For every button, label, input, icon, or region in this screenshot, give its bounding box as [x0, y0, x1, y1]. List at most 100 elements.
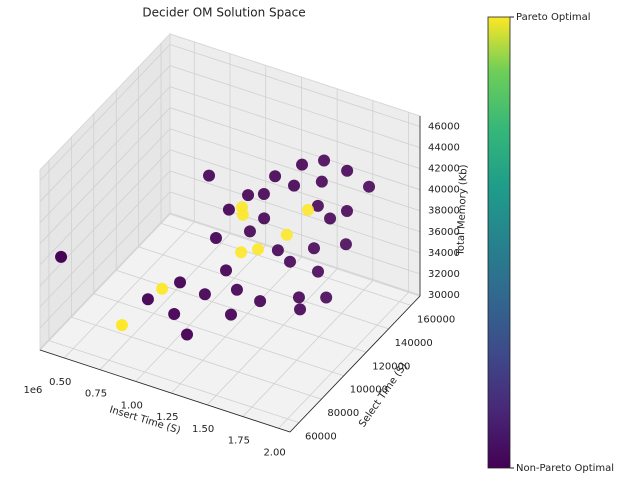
- grid-line: [39, 86, 171, 223]
- z-tick-label: 30000: [428, 290, 460, 301]
- x-tick-label: 1.75: [228, 436, 250, 447]
- point: [220, 264, 233, 277]
- y-tick-label: 120000: [372, 361, 410, 372]
- grid-line: [278, 291, 409, 429]
- grid-line: [93, 293, 344, 377]
- point: [271, 244, 284, 257]
- y-tick-label: 100000: [350, 385, 388, 396]
- point: [115, 319, 128, 332]
- z-tick-label: 38000: [428, 206, 460, 217]
- point: [258, 212, 271, 225]
- grid-line: [39, 212, 171, 350]
- point: [243, 225, 256, 238]
- point: [296, 158, 309, 171]
- point: [288, 179, 301, 192]
- point: [341, 204, 354, 217]
- grid-line: [242, 280, 374, 417]
- x-tick-label: 1.00: [121, 400, 143, 411]
- point: [235, 246, 248, 259]
- point: [222, 203, 235, 216]
- point: [230, 283, 243, 296]
- z-tick-label: 46000: [428, 122, 460, 133]
- point: [311, 199, 324, 212]
- point: [318, 154, 331, 167]
- grid-line: [39, 128, 171, 266]
- point: [242, 189, 255, 202]
- point: [174, 276, 187, 289]
- grid-line: [169, 128, 421, 212]
- grid-line: [206, 268, 338, 406]
- chart-title: Decider OM Solution Space: [142, 6, 305, 20]
- grid-line: [169, 212, 421, 296]
- x-axis: [39, 349, 291, 433]
- colorbar: [487, 16, 511, 469]
- grid-line: [99, 233, 231, 370]
- y-axis: [289, 295, 421, 433]
- grid-line: [169, 107, 421, 191]
- point: [198, 288, 211, 301]
- grid-line: [39, 107, 171, 244]
- y-tick-label: 60000: [305, 432, 337, 443]
- grid-line: [39, 170, 171, 308]
- grid-line: [48, 340, 300, 424]
- grid-line: [135, 245, 267, 382]
- point: [339, 238, 352, 251]
- x-tick-label: 1.25: [156, 412, 178, 423]
- point: [324, 212, 337, 225]
- grid-line: [169, 170, 421, 254]
- x-tick-label: 1.50: [192, 424, 214, 435]
- point: [307, 242, 320, 255]
- z-tick-label: 42000: [428, 164, 460, 175]
- grid-line: [116, 269, 367, 353]
- point: [156, 282, 169, 295]
- point: [168, 308, 181, 321]
- grid-line: [169, 44, 421, 127]
- point: [302, 203, 315, 216]
- x-tick-label: 0.75: [85, 389, 107, 400]
- point: [209, 231, 222, 244]
- grid-line: [39, 44, 171, 181]
- z-axis-label: Total Memory (Kb): [455, 164, 469, 257]
- point: [292, 291, 305, 304]
- grid-line: [39, 191, 171, 329]
- point: [269, 170, 282, 183]
- point: [181, 328, 194, 341]
- point: [284, 255, 296, 268]
- grid-line: [169, 65, 421, 148]
- z-tick-label: 34000: [428, 248, 460, 259]
- point: [312, 265, 325, 278]
- x-offset-label: 1e6: [24, 385, 43, 396]
- point: [254, 295, 267, 308]
- x-tick-label: 2.00: [263, 447, 285, 458]
- z-tick-label: 36000: [428, 227, 460, 238]
- grid-line: [39, 65, 171, 202]
- grid-line: [63, 221, 195, 359]
- point: [236, 208, 249, 221]
- grid-line: [39, 149, 171, 287]
- point: [280, 228, 293, 241]
- y-tick-label: 160000: [417, 314, 455, 325]
- y-tick-label: 80000: [327, 408, 359, 419]
- point: [320, 291, 333, 304]
- point: [315, 175, 328, 188]
- z-tick-label: 44000: [428, 143, 460, 154]
- point: [252, 243, 265, 256]
- grid-line: [171, 256, 302, 394]
- colorbar-label: Non-Pareto Optimal: [516, 463, 614, 474]
- point: [141, 293, 154, 306]
- point: [203, 169, 216, 182]
- z-tick-label: 32000: [428, 269, 460, 280]
- grid-line: [138, 246, 389, 330]
- z-tick-label: 40000: [428, 185, 460, 196]
- grid-line: [169, 86, 421, 170]
- y-tick-label: 140000: [395, 338, 433, 349]
- point: [225, 308, 238, 321]
- point: [257, 188, 270, 201]
- point: [341, 164, 354, 177]
- colorbar-ticks: Non-Pareto Optimal Pareto Optimal: [510, 12, 614, 474]
- point: [363, 180, 376, 193]
- x-tick-label: 0.50: [49, 377, 71, 388]
- grid-line: [169, 191, 421, 275]
- point: [55, 250, 68, 263]
